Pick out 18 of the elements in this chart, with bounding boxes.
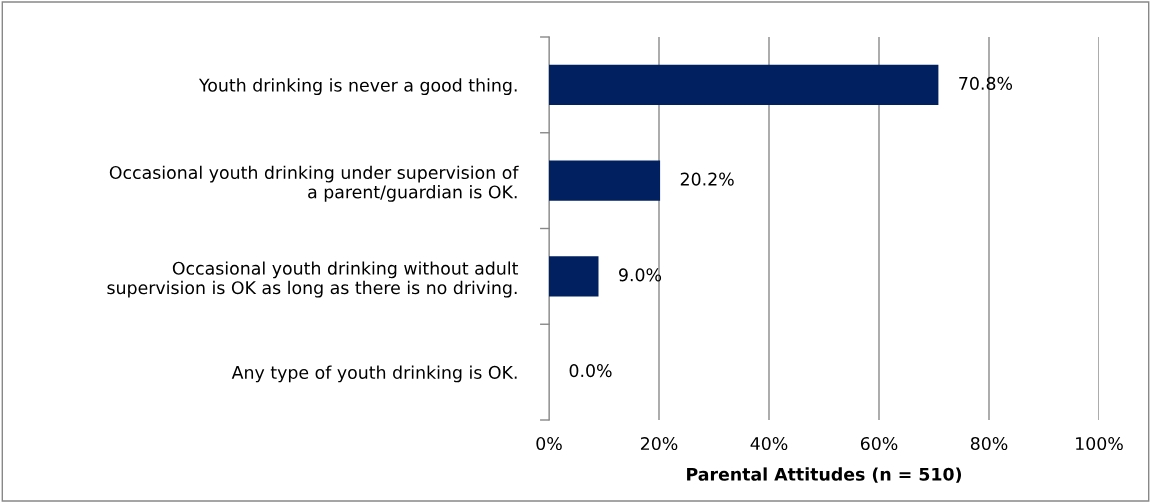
y-tick-label: Occasional youth drinking under supervision of a parent/guardian is OK. (109, 165, 519, 202)
bar (549, 256, 599, 297)
bar (549, 64, 939, 105)
y-tick-label: Occasional youth drinking without adult supervision is OK as long as there is no driving. (107, 261, 519, 298)
x-tick-label: 20% (640, 436, 678, 451)
bar (549, 160, 661, 201)
x-tick-label: 60% (860, 436, 898, 451)
data-label: 9.0% (619, 268, 662, 282)
data-label: 70.8% (959, 76, 1013, 90)
x-tick-label: 0% (536, 436, 562, 451)
data-label: 0.0% (569, 364, 612, 378)
x-tick-label: 40% (750, 436, 788, 451)
x-axis-title: Parental Attitudes (n = 510) (687, 467, 962, 483)
x-tick-label: 80% (970, 436, 1008, 451)
data-label: 20.2% (680, 172, 734, 186)
y-tick-label: Any type of youth drinking is OK. (231, 365, 517, 383)
x-tick-label: 100% (1076, 436, 1123, 451)
y-tick-label: Youth drinking is never a good thing. (198, 78, 517, 96)
